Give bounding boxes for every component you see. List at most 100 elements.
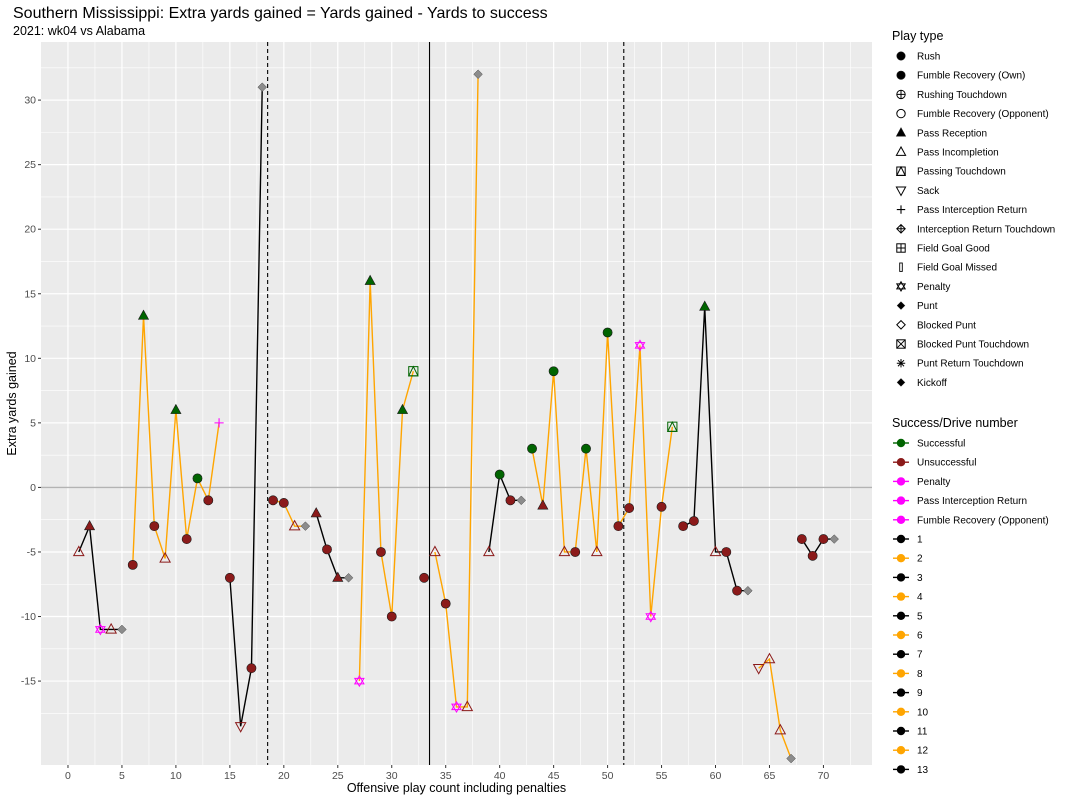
play-point-pass-interception-return — [214, 418, 224, 428]
x-tick-label: 5 — [119, 770, 125, 782]
legend-key-pass-reception-icon — [895, 127, 907, 137]
axis-ticks: 0 5 10 15 20 25 30 35 40 45 50 55 60 65 70 -15 -10 -5 0 5 10… — [21, 95, 830, 782]
x-tick-label: 15 — [224, 770, 236, 782]
play-point-rush — [149, 521, 160, 532]
play-point-punt — [117, 624, 127, 635]
play-point-rush — [624, 503, 635, 513]
x-tick-label: 55 — [656, 770, 668, 782]
chart-title: Southern Mississippi: Extra yards gained… — [13, 5, 548, 22]
play-point-rush — [419, 572, 430, 583]
legend-play-type: Rush Fumble Recovery (Own) Rushing Touchdo… — [895, 51, 1055, 389]
drive-12-line — [758, 657, 792, 759]
legend-key-dot — [896, 726, 906, 736]
play-point-rush — [278, 498, 289, 508]
legend-label: 1 — [917, 535, 923, 546]
legend-label: Punt Return Touchdown — [917, 359, 1024, 370]
legend-label: Blocked Punt Touchdown — [917, 340, 1029, 351]
play-point-penalty — [353, 675, 365, 688]
play-point-rush — [570, 547, 581, 557]
drive-9-line — [488, 471, 522, 553]
legend-key-rushing-touchdown-icon — [896, 89, 906, 100]
play-point-sack — [752, 663, 765, 675]
legend-key-dot — [896, 438, 906, 448]
legend-label: Pass Incompletion — [917, 148, 999, 159]
legend-key-dot — [896, 592, 906, 601]
play-point-rush — [127, 559, 138, 570]
legend-label: Successful — [917, 439, 965, 450]
legend-label: Field Goal Good — [917, 244, 990, 255]
x-tick-label: 25 — [332, 770, 344, 782]
y-tick-label: 25 — [24, 159, 36, 171]
play-point-penalty — [451, 700, 462, 713]
legend-label: Interception Return Touchdown — [917, 224, 1055, 235]
legend-label: 12 — [917, 746, 929, 757]
y-tick-label: -10 — [21, 611, 36, 623]
x-tick-label: 0 — [65, 770, 71, 782]
legend-label: Punt — [917, 301, 938, 312]
play-point-passing-touchdown — [407, 365, 419, 377]
legend-key-dot — [896, 746, 906, 755]
play-point-punt — [786, 753, 796, 764]
play-point-rush — [322, 544, 332, 555]
legend-label: Rush — [917, 52, 940, 63]
play-point-pass-reception — [170, 403, 182, 414]
play-point-punt — [343, 573, 354, 583]
legend-label: Pass Interception Return — [917, 496, 1027, 507]
legend-key-interception-return-touchdown-icon — [896, 223, 906, 234]
x-tick-label: 65 — [764, 770, 776, 782]
legend-label: 10 — [917, 707, 929, 718]
play-point-rush — [494, 469, 505, 480]
legend-label: 9 — [917, 688, 923, 699]
legend-key-dot — [896, 477, 906, 486]
legend-label: Unsuccessful — [917, 458, 976, 469]
play-point-pass-reception — [137, 309, 150, 320]
legend-key-field-goal-missed-icon — [899, 262, 903, 272]
play-point-pass-reception — [396, 403, 409, 414]
y-tick-label: 20 — [24, 224, 36, 236]
play-point-pass-incompletion — [590, 545, 603, 557]
legend-key-pass-interception-return-icon — [896, 205, 906, 214]
x-tick-label: 40 — [494, 770, 506, 782]
legend-key-blocked-punt-icon — [896, 319, 906, 330]
legend-label: Fumble Recovery (Opponent) — [917, 109, 1049, 120]
y-tick-label: -15 — [21, 676, 36, 688]
plot-panel — [41, 42, 872, 765]
play-point-penalty — [645, 610, 657, 623]
play-point-pass-incompletion — [429, 545, 441, 557]
legend-label: Blocked Punt — [917, 320, 976, 331]
legend-key-dot — [896, 630, 906, 640]
legend-success: Successful Unsuccessful Penalty Pass Interc… — [893, 439, 1049, 776]
play-point-rush — [732, 585, 742, 596]
play-point-pass-incompletion — [763, 652, 776, 664]
play-point-pass-incompletion — [105, 622, 118, 634]
legend-label: Field Goal Missed — [917, 263, 997, 274]
legend-key-dot — [896, 458, 906, 467]
legend-key-dot — [896, 496, 906, 505]
x-tick-label: 45 — [548, 770, 560, 782]
legend-key-rush-icon — [896, 51, 906, 61]
legend-label: 8 — [917, 669, 923, 680]
play-point-rush — [548, 366, 559, 377]
play-point-pass-incompletion — [709, 545, 722, 557]
play-point-punt — [300, 521, 311, 531]
y-tick-label: 0 — [30, 482, 36, 494]
y-tick-label: 5 — [30, 417, 36, 429]
play-point-rush — [268, 495, 278, 506]
legend-label: 2 — [917, 554, 923, 565]
play-point-rush — [386, 611, 397, 622]
play-point-rush — [505, 495, 516, 506]
legend-key-dot — [896, 573, 906, 582]
drive-3-line — [229, 87, 263, 727]
legend-success-title: Success/Drive number — [892, 416, 1018, 430]
drive-4-line — [272, 499, 306, 527]
drive-5-line — [315, 513, 349, 579]
play-point-pass-reception — [537, 499, 549, 510]
legend-label: 7 — [917, 650, 923, 661]
y-axis-label: Extra yards gained — [5, 351, 19, 455]
x-tick-label: 35 — [440, 770, 452, 782]
play-point-pass-incompletion — [159, 551, 172, 563]
legend-key-penalty-icon — [895, 280, 907, 293]
legend-label: Passing Touchdown — [917, 167, 1006, 178]
x-axis-label: Offensive play count including penalties — [347, 781, 566, 795]
x-tick-label: 30 — [386, 770, 398, 782]
